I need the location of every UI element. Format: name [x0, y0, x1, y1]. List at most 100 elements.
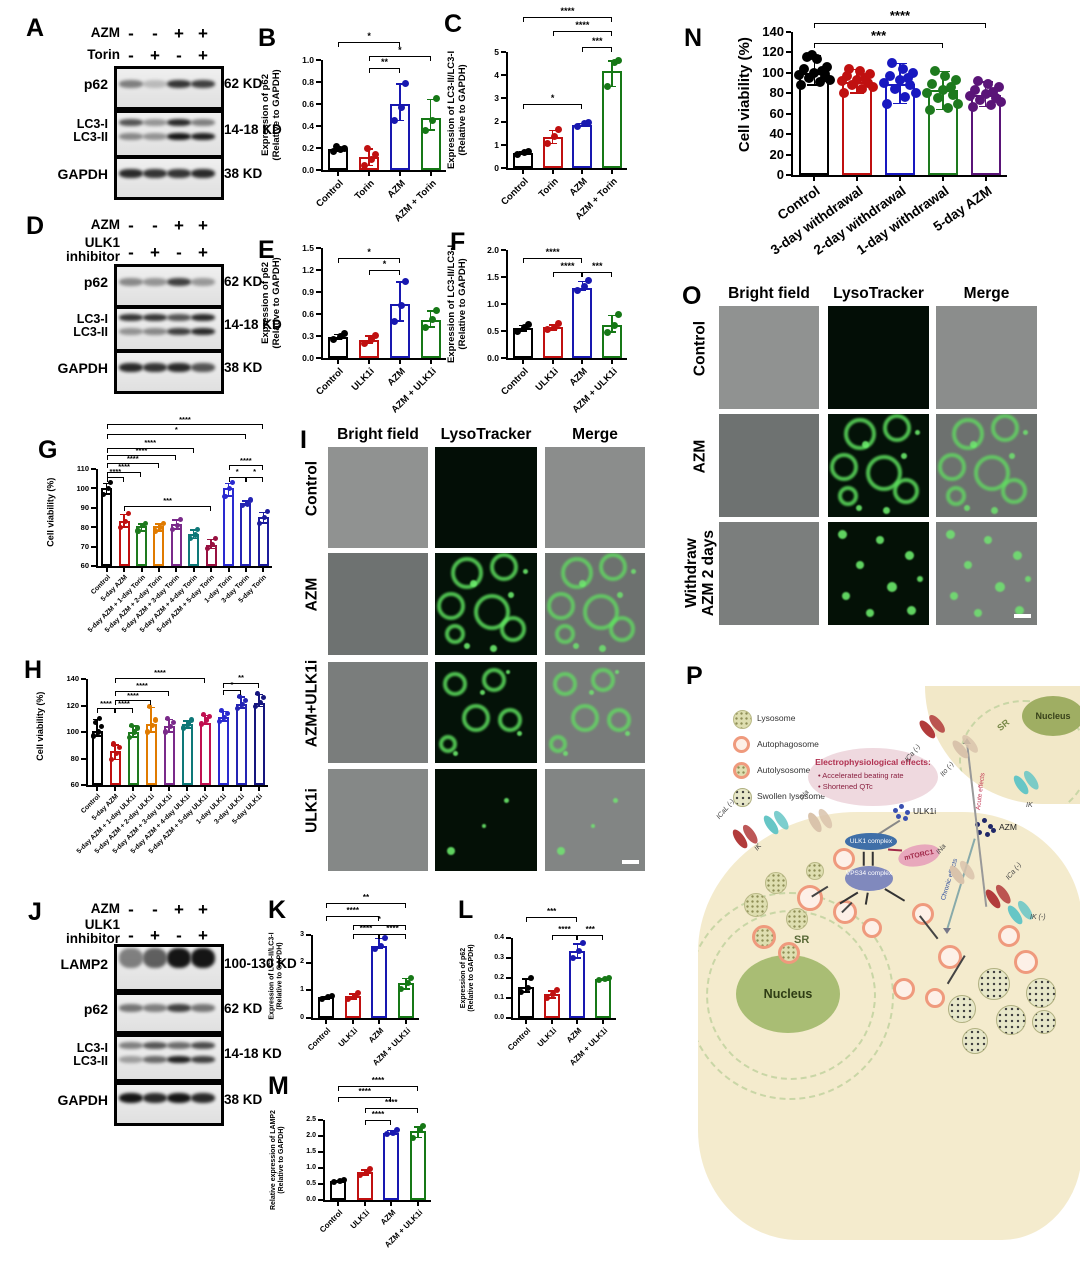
data-point [391, 317, 399, 325]
blot-box [114, 1034, 224, 1082]
bar-chart-N: Cell viability (%) 0 20 40 60 80 100 120 140 Cont… [686, 0, 1017, 262]
azm-molecule [985, 832, 990, 837]
data-point [367, 336, 375, 344]
data-point [390, 1129, 397, 1136]
data-point [170, 720, 176, 726]
data-point [135, 528, 141, 534]
micrograph-brightfield [328, 447, 428, 548]
data-point [402, 79, 410, 87]
lysosome-icon [786, 908, 808, 930]
y-tick-label: 60 [80, 561, 89, 571]
fluorescence-dot [469, 579, 477, 587]
y-tick [306, 961, 311, 964]
data-point [147, 704, 153, 710]
micrograph-brightfield [328, 662, 428, 763]
y-tick [316, 291, 321, 293]
error-cap [426, 326, 435, 328]
error-cap [395, 83, 404, 85]
protein-band [191, 362, 215, 372]
fluorescence-ring [830, 453, 859, 482]
sig-label: ** [362, 893, 370, 903]
error-cap [120, 526, 129, 528]
x-tick [551, 170, 554, 174]
protein-band [119, 1055, 143, 1063]
y-tick [506, 977, 511, 979]
y-tick [501, 51, 506, 53]
fluorescence-dot [838, 530, 848, 540]
error-cap [224, 495, 233, 497]
kd-label: 14-18 KD [224, 317, 282, 332]
sig-label: **** [560, 6, 575, 17]
x-tick [813, 177, 816, 181]
data-point [224, 710, 230, 717]
y-tick [506, 957, 511, 959]
kd-label: 14-18 KD [224, 1046, 282, 1061]
data-point [371, 331, 379, 339]
y-tick-label: 1.0 [487, 298, 499, 309]
data-point [336, 333, 344, 341]
data-point [330, 1179, 337, 1186]
error-cap [348, 998, 357, 1000]
sig-label: **** [179, 414, 191, 424]
fluorescence-dot [914, 430, 920, 436]
bar [569, 951, 586, 1018]
data-point [247, 497, 253, 503]
x-axis [323, 1200, 431, 1202]
data-point [332, 143, 340, 151]
autophagosome-icon [893, 978, 915, 1000]
sig-label: **** [346, 905, 359, 915]
fluorescence-dot [946, 530, 956, 540]
y-tick [81, 731, 86, 733]
data-point [988, 87, 999, 98]
y-tick-label: 0.4 [494, 933, 504, 941]
error-cap [93, 734, 101, 737]
data-point [584, 277, 592, 285]
column-header: LysoTracker [440, 426, 532, 443]
data-point [865, 68, 876, 79]
sig-label: **** [144, 438, 157, 448]
x-tick [337, 360, 340, 364]
x-tick [899, 177, 901, 181]
ulk1-complex: ULK1 complex [845, 833, 897, 850]
fluorescence-dot [900, 453, 907, 460]
ion-current-label: ICaL (-) [715, 798, 737, 821]
protein-band [143, 1004, 167, 1012]
autophagosome-icon [862, 918, 882, 938]
blot-box [114, 110, 224, 158]
error-bar [96, 718, 98, 736]
data-point [551, 323, 559, 331]
azm-molecule [977, 830, 982, 835]
fluorescence-dot [862, 440, 870, 448]
protein-band [143, 278, 167, 286]
micrograph-lysotracker [828, 306, 929, 409]
data-point [514, 151, 522, 159]
protein-band [167, 1093, 191, 1103]
error-bar [258, 693, 260, 707]
x-tick [611, 170, 614, 174]
sig-label: * [550, 93, 555, 104]
y-axis [86, 679, 88, 787]
sig-label: **** [359, 923, 373, 933]
error-cap [573, 957, 582, 959]
panel-I-label: I [300, 426, 307, 454]
data-point [357, 1172, 364, 1179]
error-cap [578, 289, 587, 292]
data-point [902, 72, 913, 83]
data-point [257, 700, 263, 706]
band-label: p62 [83, 274, 108, 290]
y-axis-label: Expression of p62 (Relative to GAPDH) [260, 68, 282, 161]
sig-bracket [115, 677, 205, 683]
data-point [180, 725, 187, 731]
micrograph-merge [545, 769, 645, 871]
y-tick-label: 0.6 [302, 98, 314, 109]
kd-label: 38 KD [224, 166, 263, 181]
error-cap [521, 978, 530, 980]
data-point [383, 1131, 390, 1138]
fluorescence-dot [1022, 430, 1028, 436]
protein-band [167, 948, 191, 968]
ulk1i-molecule [896, 814, 901, 819]
data-point [953, 98, 964, 109]
fluorescence-dot [1024, 575, 1031, 582]
y-tick [501, 303, 506, 305]
